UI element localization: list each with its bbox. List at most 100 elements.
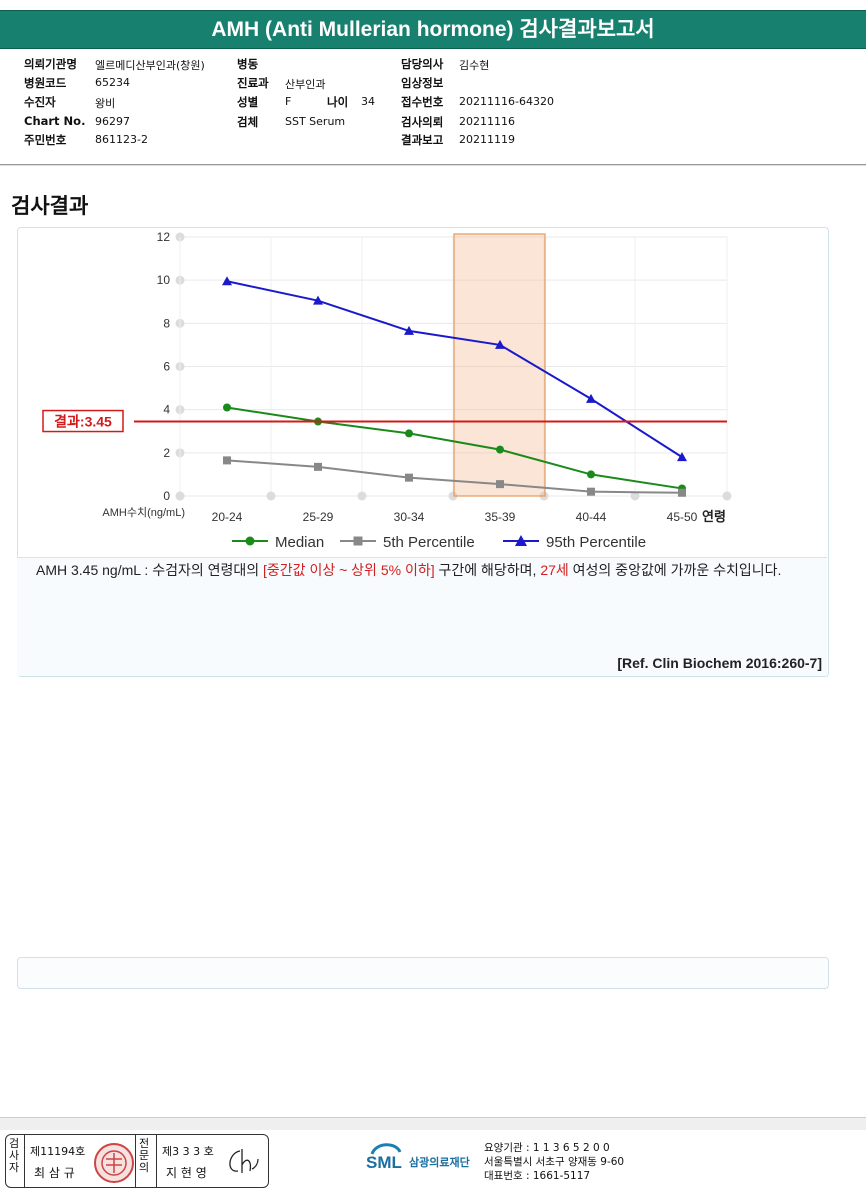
institution-info: 요양기관 : 1 1 3 6 5 2 0 0 서울특별시 서초구 양재동 9-6… — [484, 1141, 624, 1183]
hospital-code-label: 병원코드 — [24, 76, 67, 90]
report-value: 20211119 — [459, 133, 515, 146]
patient-value: 왕비 — [95, 97, 116, 110]
inst-address: 서울특별시 서초구 양재동 9-60 — [484, 1156, 625, 1168]
examiner-number: 제11194호 — [30, 1145, 86, 1158]
data-point — [495, 339, 505, 349]
seal-stamp-icon — [94, 1143, 134, 1183]
report-label: 결과보고 — [401, 133, 444, 147]
inst-phone: 대표번호 : 1661-5117 — [484, 1170, 591, 1182]
legend-label: 95th Percentile — [546, 534, 646, 551]
data-point — [587, 487, 595, 496]
doctor-value: 김수현 — [459, 59, 490, 72]
amh-chart: 0 2 4 6 8 10 12 20-24 25-29 30-34 35-39 40-44 45-50 연… — [42, 230, 732, 551]
confirmer-name: 지 현 영 — [166, 1166, 207, 1180]
data-point — [223, 456, 231, 465]
footer-band — [0, 1117, 866, 1130]
data-point — [313, 295, 323, 305]
reference-text: [Ref. Clin Biochem 2016:260-7] — [617, 655, 822, 671]
specimen-value: SST Serum — [285, 115, 346, 128]
sex-label: 성별 — [237, 95, 259, 109]
comment-part: 구간에 해당하며, — [434, 562, 541, 578]
x-tick-label: 25-29 — [303, 510, 334, 524]
comment-age: 27세 — [540, 562, 569, 578]
sex-value: F — [285, 95, 292, 108]
age-label: 나이 — [327, 95, 349, 109]
divider — [156, 1135, 157, 1187]
request-label: 검사의뢰 — [401, 115, 444, 129]
report-title: AMH (Anti Mullerian hormone) 검사결과보고서 — [0, 10, 866, 49]
axis-dot — [175, 491, 185, 501]
resident-label: 주민번호 — [24, 133, 67, 147]
examiner-label-text: 검사자 — [8, 1137, 20, 1174]
data-point — [586, 393, 596, 403]
signature-icon — [229, 1149, 259, 1173]
ward-label: 병동 — [237, 57, 259, 71]
hospital-code-value: 65234 — [95, 76, 130, 89]
y-tick-label: 8 — [163, 316, 170, 330]
axis-dot — [357, 491, 367, 501]
x-tick-label: 40-44 — [576, 510, 607, 524]
section-title: 검사결과 — [11, 194, 89, 218]
data-point — [405, 429, 413, 438]
axis-dot — [722, 491, 732, 501]
divider — [0, 164, 866, 165]
examiner-label: 검사자 — [8, 1138, 22, 1174]
org-name: 삼광의료재단 — [409, 1155, 470, 1169]
x-axis-label: 연령 — [702, 509, 726, 524]
y-tick-label: 4 — [163, 403, 170, 417]
x-tick-label: 30-34 — [394, 510, 425, 524]
divider — [135, 1135, 136, 1187]
y-tick-label: 0 — [163, 489, 170, 503]
data-point — [587, 470, 595, 479]
result-label: 결과:3.45 — [54, 414, 112, 430]
comment-part: AMH 3.45 ng/mL : 수검자의 연령대의 — [36, 562, 264, 578]
data-point — [496, 480, 504, 489]
doctor-label: 담당의사 — [401, 57, 444, 71]
institution-label: 의뢰기관명 — [24, 57, 77, 71]
comment-box — [17, 557, 827, 676]
comment-part: 여성의 중앙값에 가까운 수치입니다. — [568, 562, 782, 578]
divider — [0, 165, 866, 166]
age-value: 34 — [361, 95, 375, 108]
legend-marker — [515, 535, 527, 546]
y-tick-label: 10 — [157, 273, 171, 287]
series-line — [226, 459, 683, 494]
axis-dot — [266, 491, 276, 501]
department-value: 산부인과 — [285, 78, 326, 91]
examiner-name: 최 삼 규 — [34, 1166, 75, 1180]
request-value: 20211116 — [459, 115, 515, 128]
y-tick-label: 6 — [163, 360, 170, 374]
data-point — [678, 488, 686, 497]
inst-code: 요양기관 : 1 1 3 6 5 2 0 0 — [484, 1142, 610, 1154]
highlight-band — [453, 233, 546, 497]
confirmer-label: 전문의 — [138, 1138, 152, 1174]
axis-dot — [630, 491, 640, 501]
series-line — [226, 280, 683, 458]
interpretation-text: AMH 3.45 ng/mL : 수검자의 연령대의 [중간값 이상 ~ 상위 … — [36, 560, 826, 581]
y-axis-label: AMH수치(ng/mL) — [102, 506, 185, 519]
data-point — [404, 325, 414, 335]
data-point — [223, 403, 231, 412]
x-tick-label: 35-39 — [485, 510, 516, 524]
legend-marker — [245, 536, 255, 546]
resident-value: 861123-2 — [95, 133, 148, 146]
receipt-label: 접수번호 — [401, 95, 444, 109]
legend-marker — [353, 536, 363, 546]
chart-value: 96297 — [95, 115, 130, 128]
chart-label: Chart No. — [24, 114, 86, 128]
institution-value: 엘르메디산부인과(창원) — [95, 59, 205, 72]
series-line — [226, 406, 683, 490]
axis-dot — [448, 491, 458, 501]
result-label-box — [42, 409, 124, 433]
confirmer-number: 제3 3 3 호 — [162, 1145, 214, 1158]
y-tick-label: 2 — [163, 446, 170, 460]
sml-logo-icon: SML 삼광의료재단 — [366, 1143, 470, 1172]
data-point — [314, 462, 322, 471]
y-tick-label: 12 — [157, 230, 171, 244]
legend-label: 5th Percentile — [383, 534, 475, 551]
receipt-value: 20211116-64320 — [459, 95, 554, 108]
data-point — [677, 452, 687, 462]
logo-text: SML — [366, 1153, 402, 1172]
x-tick-label: 20-24 — [212, 510, 243, 524]
comment-range: [중간값 이상 ~ 상위 5% 이하] — [263, 562, 435, 578]
